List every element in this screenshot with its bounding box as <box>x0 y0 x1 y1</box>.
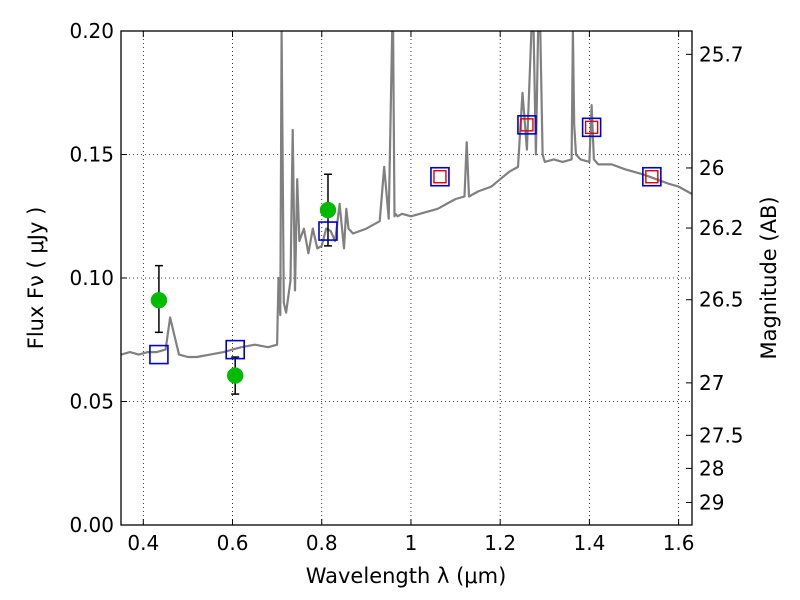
right-tick-label: 29 <box>699 490 724 514</box>
y-tick-label: 0.05 <box>69 390 114 414</box>
x-axis-title: Wavelength λ (μm) <box>306 564 507 588</box>
x-tick-label: 0.6 <box>217 531 249 555</box>
plot-background <box>121 31 692 525</box>
model-photometry-square <box>318 221 338 241</box>
red-inner-square <box>584 120 599 135</box>
x-tick-label: 1.4 <box>573 531 605 555</box>
right-tick-label: 28 <box>699 456 724 480</box>
y-tick-label: 0.20 <box>69 19 114 43</box>
model-sed-line <box>121 31 692 359</box>
right-tick-label: 27 <box>699 371 724 395</box>
model-photometry-square <box>581 117 602 138</box>
y-tick-label: 0.00 <box>69 513 114 537</box>
right-tick-label: 26.5 <box>699 288 744 312</box>
model-photometry-square <box>149 344 169 365</box>
x-tick-label: 1.6 <box>663 531 695 555</box>
model-photometry-square <box>430 166 450 187</box>
x-tick-label: 1.2 <box>484 531 516 555</box>
right-tick-label: 27.5 <box>699 423 744 447</box>
observed-point <box>319 201 337 219</box>
ticks: 0.4 0.6 0.8 1 1.2 1.4 1.6 0.00 0.05 0.10 0.15 0.20 2… <box>69 19 743 555</box>
y-tick-label: 0.10 <box>69 266 114 290</box>
observed-point <box>226 367 244 384</box>
right-tick-label: 26.2 <box>699 216 744 240</box>
observed-point <box>150 291 168 309</box>
model-photometry-square <box>517 115 537 135</box>
right-tick-label: 25.7 <box>699 42 744 66</box>
y-right-axis-title: Magnitude (AB) <box>757 196 781 359</box>
right-tick-label: 26 <box>699 156 724 180</box>
x-tick-label: 0.8 <box>306 531 338 555</box>
model-photometry-square <box>225 339 245 360</box>
model-photometry-square <box>642 166 662 187</box>
red-inner-square <box>645 170 659 184</box>
y-tick-label: 0.15 <box>69 143 114 167</box>
x-tick-label: 0.4 <box>127 531 159 555</box>
x-tick-label: 1 <box>405 531 418 555</box>
series-layer <box>121 31 692 395</box>
red-inner-square <box>433 170 447 184</box>
red-inner-square <box>520 118 534 132</box>
y-axis-title: Flux Fν ( μJy ) <box>24 207 48 350</box>
